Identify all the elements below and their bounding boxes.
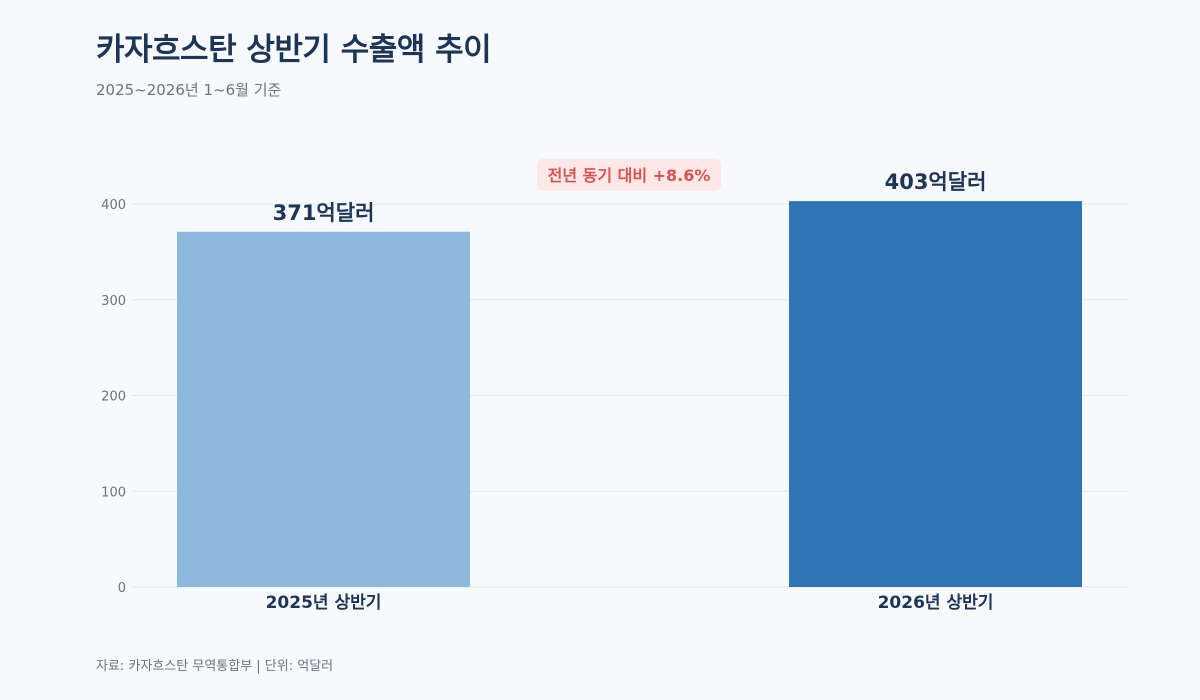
y-axis-ticks: 0 100 200 300 400: [101, 198, 126, 596]
chart-title: 카자흐스탄 상반기 수출액 추이: [96, 32, 492, 68]
x-axis-categories: 2025년 상반기 2026년 상반기: [266, 593, 994, 613]
y-tick-label: 200: [101, 390, 126, 405]
x-category-label: 2026년 상반기: [878, 593, 994, 613]
bar-value-label: 403억달러: [885, 170, 987, 194]
y-tick-label: 300: [101, 294, 126, 309]
data-labels: 371억달러 403억달러: [273, 170, 987, 225]
annotation-badge: [537, 159, 721, 191]
y-tick-label: 400: [101, 198, 126, 213]
annotation-text: 전년 동기 대비 +8.6%: [548, 166, 711, 185]
bar-value-label: 371억달러: [273, 201, 375, 225]
chart-subtitle: 2025~2026년 1~6월 기준: [96, 81, 282, 99]
bar: [789, 201, 1082, 587]
y-tick-label: 100: [101, 485, 126, 500]
x-category-label: 2025년 상반기: [266, 593, 382, 613]
change-annotation: 전년 동기 대비 +8.6%: [537, 159, 721, 191]
bar: [177, 231, 470, 587]
bars: [177, 201, 1082, 587]
source-note: 자료: 카자흐스탄 무역통합부 | 단위: 억달러: [96, 659, 334, 674]
y-tick-label: 0: [118, 581, 126, 596]
